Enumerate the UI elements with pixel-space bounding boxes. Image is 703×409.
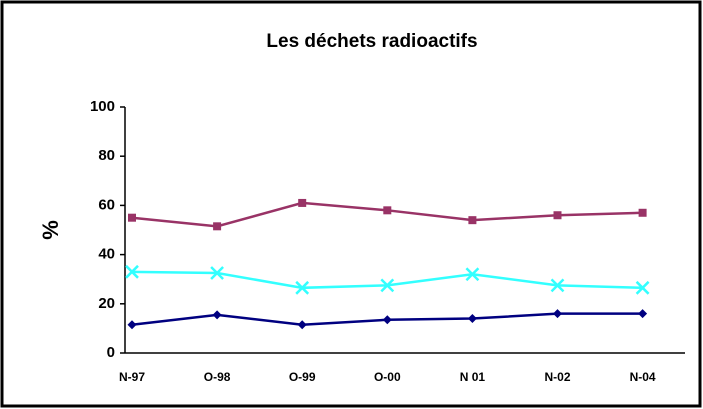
marker — [468, 216, 477, 225]
y-tick-label: 0 — [107, 344, 115, 361]
x-tick-label: N-97 — [119, 370, 145, 384]
marker — [297, 320, 307, 330]
marker — [295, 280, 310, 295]
marker — [212, 310, 222, 320]
marker — [638, 208, 647, 217]
marker — [467, 314, 477, 324]
y-tick-label: 80 — [98, 147, 115, 164]
marker — [298, 198, 307, 207]
y-tick-label: 20 — [98, 295, 115, 312]
marker — [638, 309, 648, 319]
y-axis-label: % — [38, 220, 63, 240]
marker — [210, 266, 224, 280]
marker — [128, 213, 136, 222]
x-tick-label: N-02 — [544, 370, 570, 384]
marker — [550, 278, 565, 293]
marker — [553, 211, 562, 220]
x-tick-label: O-98 — [204, 370, 231, 384]
marker — [553, 309, 562, 319]
chart-title: Les déchets radioactifs — [266, 31, 477, 52]
marker — [635, 280, 650, 295]
y-tick-label: 40 — [98, 246, 115, 263]
marker — [213, 222, 222, 231]
x-tick-label: N 01 — [460, 370, 486, 384]
marker — [380, 278, 395, 293]
marker — [383, 206, 392, 215]
marker — [125, 264, 139, 279]
x-tick-label: N-04 — [630, 370, 656, 384]
x-tick-label: O-00 — [374, 370, 401, 384]
y-tick-label: 60 — [98, 196, 115, 213]
x-tick-label: O-99 — [289, 370, 316, 384]
y-tick-label: 100 — [90, 98, 115, 115]
marker — [127, 320, 137, 330]
marker — [465, 267, 480, 282]
marker — [382, 315, 392, 325]
